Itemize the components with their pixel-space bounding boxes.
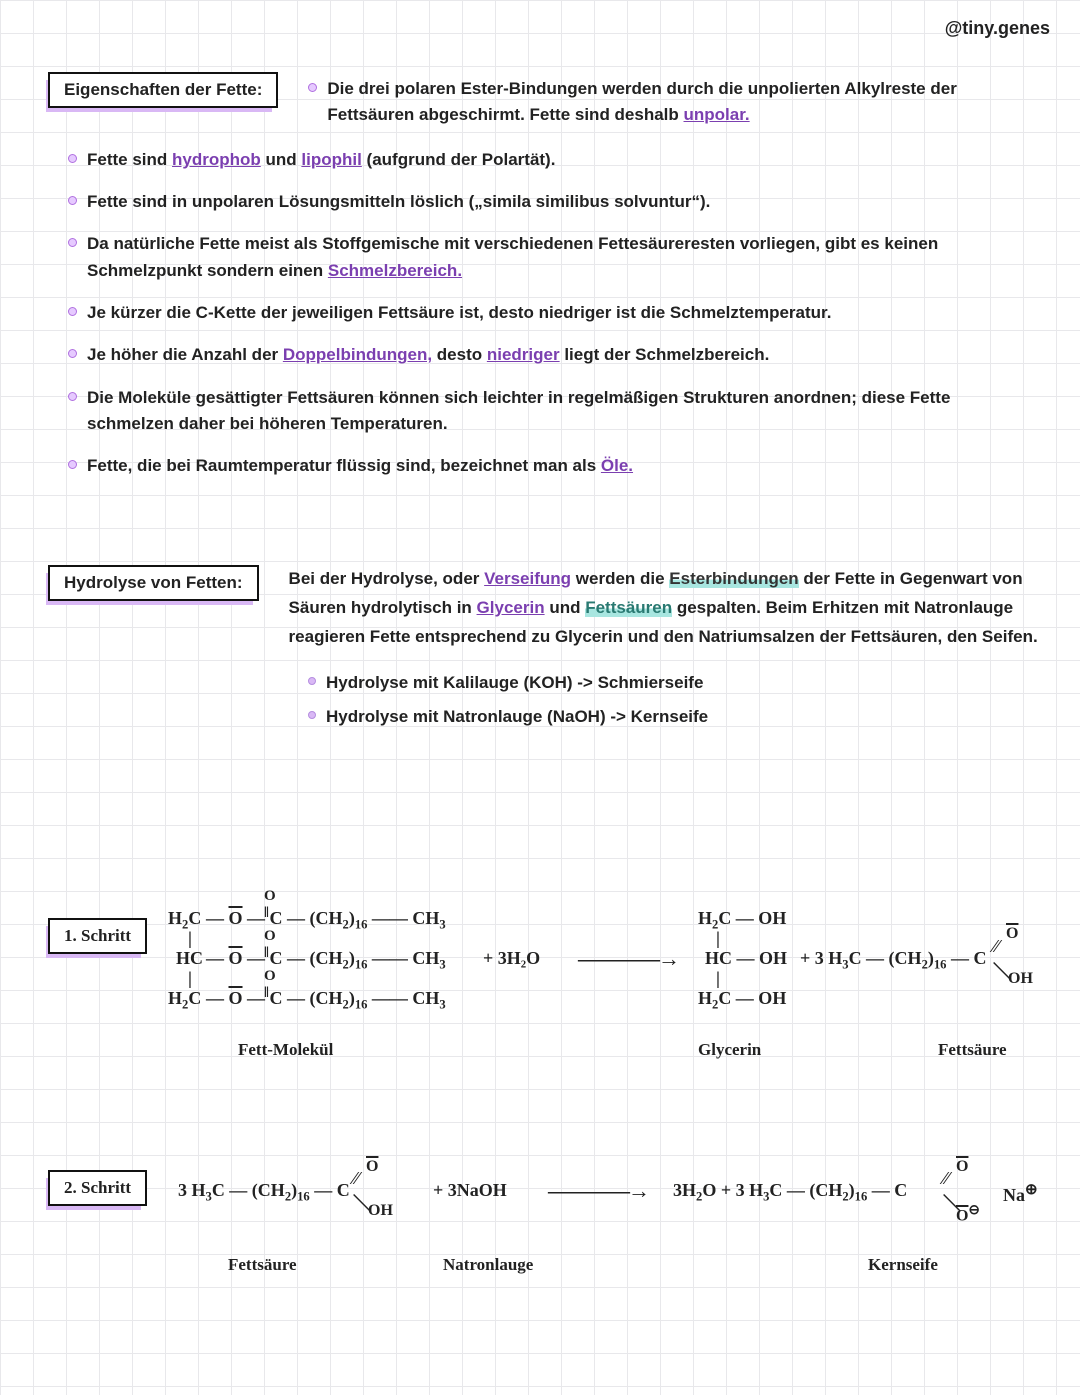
chem: H2C bbox=[168, 908, 201, 933]
caption-natronlauge: Natronlauge bbox=[443, 1255, 533, 1275]
bond: | bbox=[716, 968, 720, 989]
caption-fett: Fett-Molekül bbox=[238, 1040, 333, 1060]
bullet-icon bbox=[68, 196, 77, 205]
chem: HC bbox=[176, 948, 203, 969]
bullet-icon bbox=[308, 711, 316, 719]
caption-fettsaeure: Fettsäure bbox=[938, 1040, 1007, 1060]
text: Bei der Hydrolyse, oder bbox=[289, 569, 485, 588]
highlight: hydrophob bbox=[172, 150, 261, 169]
text: (aufgrund der Polartät). bbox=[362, 150, 556, 169]
highlight: Esterbindungen bbox=[669, 569, 798, 588]
chem: O‖ bbox=[264, 888, 276, 922]
chem: H2C bbox=[168, 988, 201, 1013]
chem: O‖ bbox=[264, 928, 276, 962]
list-item: Je kürzer die C-Kette der jeweiligen Fet… bbox=[68, 300, 1040, 326]
bond: | bbox=[188, 968, 192, 989]
step-1-diagram: 1. Schritt H2C HC H2C | | — O — C — (CH2… bbox=[48, 890, 1050, 1110]
text: liegt der Schmelzbereich. bbox=[560, 345, 770, 364]
highlight: Fettsäuren bbox=[585, 598, 672, 617]
chem: HC — OH bbox=[705, 948, 787, 969]
bullet-icon bbox=[308, 83, 317, 92]
chem: O bbox=[956, 1158, 968, 1176]
bullet-icon bbox=[68, 349, 77, 358]
text: Fette sind in unpolaren Lösungsmitteln l… bbox=[87, 189, 1040, 215]
highlight: Verseifung bbox=[484, 569, 571, 588]
text: Da natürliche Fette meist als Stoffgemis… bbox=[87, 234, 938, 279]
text: Fette, die bei Raumtemperatur flüssig si… bbox=[87, 456, 601, 475]
highlight: Schmelzbereich. bbox=[328, 261, 462, 280]
text: Fette sind bbox=[87, 150, 172, 169]
chem: — O — C — (CH2)16 —— CH3 bbox=[206, 948, 446, 973]
bond: | bbox=[188, 928, 192, 949]
bond: ⁄⁄ bbox=[943, 1168, 949, 1189]
author-handle: @tiny.genes bbox=[945, 18, 1050, 39]
step1-label: 1. Schritt bbox=[48, 918, 147, 954]
chem: O bbox=[366, 1158, 378, 1176]
heading-eigenschaften: Eigenschaften der Fette: bbox=[48, 72, 278, 108]
bullet-icon bbox=[68, 460, 77, 469]
list-item: Da natürliche Fette meist als Stoffgemis… bbox=[68, 231, 1040, 284]
bond: ⁄⁄ bbox=[353, 1168, 359, 1189]
step-2-diagram: 2. Schritt 3 H3C — (CH2)16 — C O ⁄⁄ ＼ OH… bbox=[48, 1160, 1050, 1340]
chem: + 3 H3C — (CH2)16 — C bbox=[800, 948, 986, 973]
chem: H2C — OH bbox=[698, 908, 786, 933]
chem: + 3H₂O bbox=[483, 948, 540, 969]
bullet-icon bbox=[68, 154, 77, 163]
chem: + 3NaOH bbox=[433, 1180, 507, 1201]
paragraph: Bei der Hydrolyse, oder Verseifung werde… bbox=[289, 565, 1040, 652]
text: desto bbox=[432, 345, 487, 364]
text: Die Moleküle gesättigter Fettsäuren könn… bbox=[87, 385, 1040, 438]
chem: 3H2O + 3 H3C — (CH2)16 — C bbox=[673, 1180, 907, 1205]
chem: — O — C — (CH2)16 —— CH3 bbox=[206, 988, 446, 1013]
highlight: Glycerin bbox=[477, 598, 545, 617]
arrow-icon: ————→ bbox=[578, 946, 678, 972]
highlight: lipophil bbox=[301, 150, 361, 169]
section-hydrolyse: Hydrolyse von Fetten: Bei der Hydrolyse,… bbox=[48, 565, 1040, 730]
list-item: Hydrolyse mit Kalilauge (KOH) -> Schmier… bbox=[308, 670, 1040, 696]
caption-glycerin: Glycerin bbox=[698, 1040, 761, 1060]
highlight: niedriger bbox=[487, 345, 560, 364]
chem: — O — C — (CH2)16 —— CH3 bbox=[206, 908, 446, 933]
bullet-icon bbox=[68, 238, 77, 247]
text: Die drei polaren Ester-Bindungen werden … bbox=[327, 79, 956, 124]
caption-fettsaeure-2: Fettsäure bbox=[228, 1255, 297, 1275]
text: werden die bbox=[571, 569, 669, 588]
text: Hydrolyse mit Natronlauge (NaOH) -> Kern… bbox=[326, 704, 1040, 730]
list-item: Fette sind hydrophob und lipophil (aufgr… bbox=[68, 147, 1040, 173]
highlight: Öle. bbox=[601, 456, 633, 475]
bullet-text: Die drei polaren Ester-Bindungen werden … bbox=[327, 76, 1040, 129]
list-item: Fette, die bei Raumtemperatur flüssig si… bbox=[68, 453, 1040, 479]
caption-kernseife: Kernseife bbox=[868, 1255, 938, 1275]
bullet-icon bbox=[68, 307, 77, 316]
chem: O bbox=[1006, 925, 1018, 943]
chem: H2C — OH bbox=[698, 988, 786, 1013]
highlight: unpolar. bbox=[684, 105, 750, 124]
list-item: Fette sind in unpolaren Lösungsmitteln l… bbox=[68, 189, 1040, 215]
section-eigenschaften: Eigenschaften der Fette: Die drei polare… bbox=[48, 72, 1040, 480]
text: Je kürzer die C-Kette der jeweiligen Fet… bbox=[87, 300, 1040, 326]
bond: ⁄⁄ bbox=[993, 936, 999, 957]
text: Hydrolyse mit Kalilauge (KOH) -> Schmier… bbox=[326, 670, 1040, 696]
highlight: Doppelbindungen, bbox=[283, 345, 432, 364]
text: Je höher die Anzahl der bbox=[87, 345, 283, 364]
text: und bbox=[545, 598, 586, 617]
chem: O‖ bbox=[264, 968, 276, 1002]
chem: O⊖ bbox=[956, 1202, 980, 1225]
chem: Na⊕ bbox=[1003, 1180, 1038, 1206]
step2-label: 2. Schritt bbox=[48, 1170, 147, 1206]
text: und bbox=[261, 150, 302, 169]
list-item: Hydrolyse mit Natronlauge (NaOH) -> Kern… bbox=[308, 704, 1040, 730]
bond: | bbox=[716, 928, 720, 949]
chem: OH bbox=[1008, 970, 1033, 988]
bullet-icon bbox=[68, 392, 77, 401]
list-item: Je höher die Anzahl der Doppelbindungen,… bbox=[68, 342, 1040, 368]
list-item: Die Moleküle gesättigter Fettsäuren könn… bbox=[68, 385, 1040, 438]
arrow-icon: ————→ bbox=[548, 1178, 648, 1204]
chem: 3 H3C — (CH2)16 — C bbox=[178, 1180, 350, 1205]
heading-hydrolyse: Hydrolyse von Fetten: bbox=[48, 565, 259, 601]
bullet-icon bbox=[308, 677, 316, 685]
chem: OH bbox=[368, 1202, 393, 1220]
